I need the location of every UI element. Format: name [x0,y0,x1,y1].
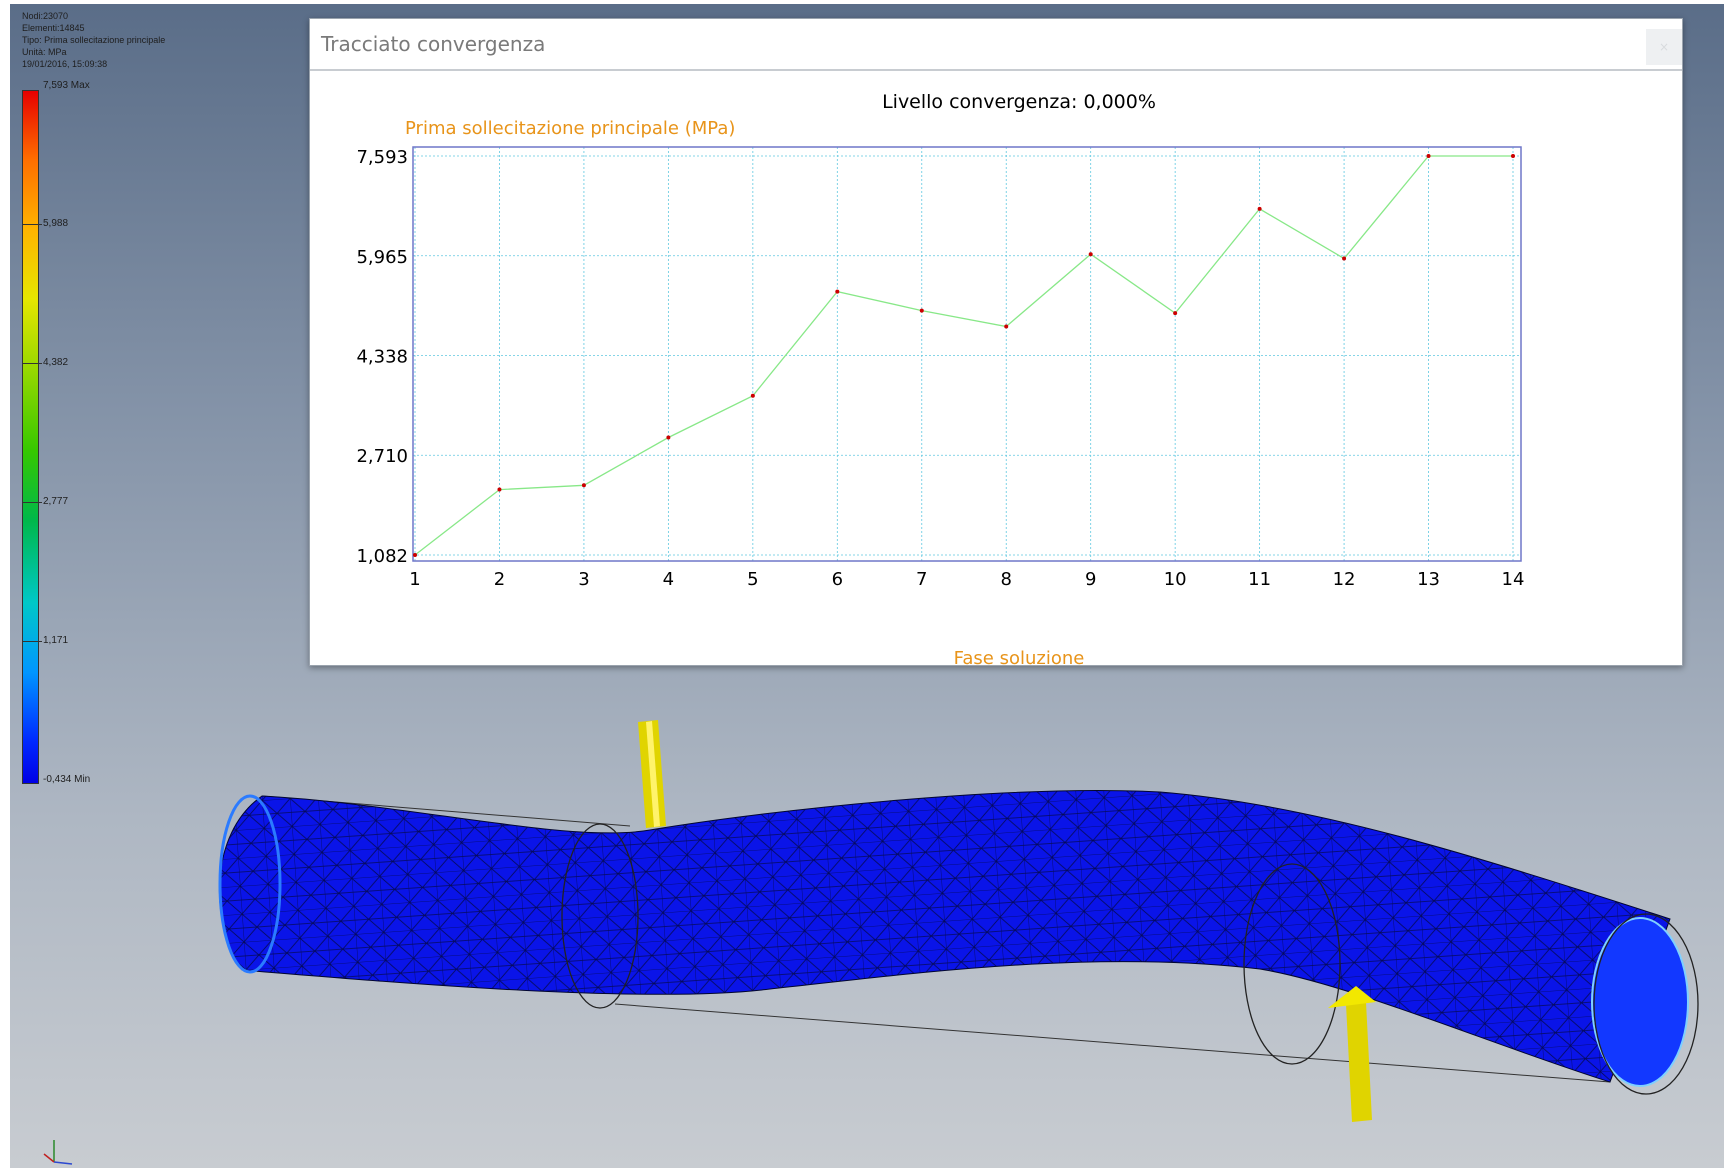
legend-tick [22,224,42,225]
pipe-model[interactable] [10,4,1724,1168]
legend-label: 4,382 [43,357,69,368]
pipe-mesh[interactable] [218,790,1671,1083]
data-point [1004,324,1009,329]
data-point [497,487,502,492]
data-point [581,483,586,488]
x-tick-label: 3 [578,569,589,590]
constraint-ring [1593,913,1699,1095]
data-point [1342,256,1347,261]
x-tick-label: 10 [1164,569,1187,590]
dialog-titlebar[interactable]: Tracciato convergenza × [310,19,1682,71]
close-button[interactable]: × [1646,29,1682,65]
pipe-end-cap-left [218,794,282,974]
y-axis-label: Prima sollecitazione principale (MPa) [405,118,735,139]
elements-count: Elementi:14845 [22,23,85,33]
legend-label: 5,988 [43,218,69,229]
x-tick-label: 7 [916,569,927,590]
x-tick-label: 6 [832,569,843,590]
result-type: Tipo: Prima sollecitazione principale [22,35,166,45]
x-tick-label: 13 [1417,569,1440,590]
data-point [1088,252,1093,257]
data-point [1257,206,1262,211]
data-point [750,393,755,398]
color-legend-bar [22,90,39,784]
x-tick-label: 11 [1248,569,1271,590]
legend-tick [22,363,42,364]
x-tick-label: 9 [1085,569,1096,590]
x-tick-label: 5 [747,569,758,590]
load-arrow-top[interactable] [638,720,666,828]
data-point [1173,311,1178,316]
x-tick-label: 8 [1001,569,1012,590]
data-point [413,553,417,557]
data-point [919,308,924,313]
constraint-ring [561,823,639,1009]
convergence-plot-dialog[interactable]: Tracciato convergenza × Livello converge… [309,18,1683,666]
y-tick-label: 7,593 [356,147,408,168]
x-tick-labels: 1 2 3 4 5 6 7 8 9 10 11 12 13 14 [409,569,1524,590]
chart-grid [413,147,1521,561]
y-tick-label: 4,338 [356,346,408,367]
y-tick-labels: 7,593 5,965 4,338 2,710 1,082 [356,147,408,567]
load-arrow-bottom[interactable] [1328,986,1376,1122]
convergence-chart: Livello convergenza: 0,000% Prima sollec… [356,91,1524,665]
series-markers [413,154,1515,557]
legend-min-label: -0,434 Min [43,774,91,785]
x-tick-label: 4 [663,569,674,590]
legend-tick [22,641,42,642]
data-point [1426,154,1431,158]
legend-max-label: 7,593 Max [43,80,90,91]
coordinate-triad-icon [43,1140,73,1165]
data-point [1511,154,1515,158]
x-tick-label: 2 [494,569,505,590]
x-tick-label: 12 [1333,569,1356,590]
legend-tick [22,502,42,503]
x-axis-label: Fase soluzione [954,648,1085,665]
y-tick-label: 5,965 [356,247,408,268]
legend-label: 1,171 [43,635,69,646]
series-line [414,155,1513,556]
data-point [666,435,671,440]
chart-title: Livello convergenza: 0,000% [882,91,1156,113]
x-tick-label: 1 [409,569,420,590]
data-point [835,289,840,294]
constraint-ring [1243,863,1341,1065]
result-units: Unità: MPa [22,47,67,57]
legend-label: 2,777 [43,496,69,507]
result-timestamp: 19/01/2016, 15:09:38 [22,59,108,69]
x-tick-label: 14 [1502,569,1525,590]
plot-frame [412,146,1522,562]
nodes-count: Nodi:23070 [22,11,69,21]
result-info: Nodi:23070 Elementi:14845 Tipo: Prima so… [22,10,165,70]
pipe-end-cap-right [1591,917,1689,1087]
y-tick-label: 2,710 [356,446,408,467]
y-tick-label: 1,082 [356,546,408,567]
dialog-title: Tracciato convergenza [321,32,546,56]
